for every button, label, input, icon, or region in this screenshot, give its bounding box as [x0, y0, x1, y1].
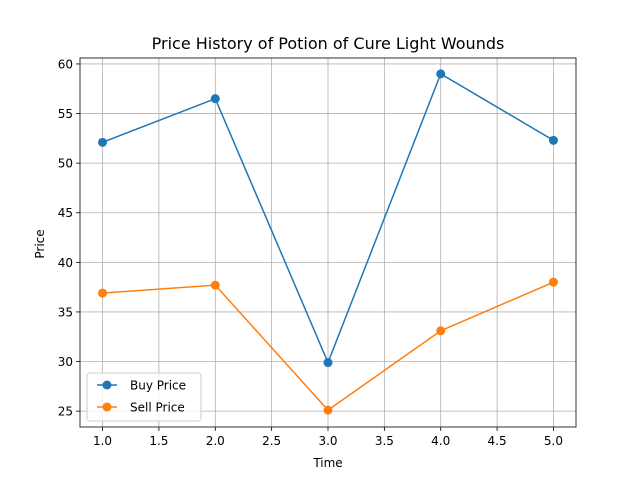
- x-tick-label: 3.5: [375, 434, 394, 448]
- data-point-buy-price: [436, 69, 446, 79]
- data-point-buy-price: [210, 94, 220, 104]
- y-tick-label: 30: [58, 355, 73, 369]
- y-tick-label: 35: [58, 305, 73, 319]
- y-axis-label: Price: [33, 229, 47, 258]
- data-point-buy-price: [323, 358, 333, 368]
- x-tick-label: 5.0: [544, 434, 563, 448]
- legend-label-sell-price: Sell Price: [130, 401, 185, 415]
- x-tick-label: 1.0: [93, 434, 112, 448]
- legend: Buy Price Sell Price: [86, 372, 202, 422]
- data-point-sell-price: [210, 280, 220, 290]
- x-axis: 1.0 1.5 2.0 2.5 3.0 3.5 4.0 4.5 5.0: [93, 427, 563, 448]
- y-tick-label: 55: [58, 107, 73, 121]
- data-point-sell-price: [548, 277, 558, 287]
- series-layer: [98, 69, 558, 415]
- data-point-sell-price: [98, 288, 108, 298]
- x-tick-label: 3.0: [318, 434, 337, 448]
- x-tick-label: 2.0: [206, 434, 225, 448]
- data-point-sell-price: [436, 326, 446, 336]
- y-tick-label: 45: [58, 206, 73, 220]
- data-point-buy-price: [548, 135, 558, 145]
- y-tick-label: 60: [58, 57, 73, 71]
- y-tick-label: 50: [58, 157, 73, 171]
- legend-label-buy-price: Buy Price: [130, 379, 186, 393]
- x-tick-label: 4.5: [488, 434, 507, 448]
- y-tick-label: 40: [58, 256, 73, 270]
- legend-marker-buy-price: [102, 380, 112, 390]
- chart-title: Price History of Potion of Cure Light Wo…: [152, 34, 505, 53]
- data-point-sell-price: [323, 405, 333, 415]
- grid: [80, 58, 576, 427]
- x-tick-label: 4.0: [431, 434, 450, 448]
- x-tick-label: 2.5: [262, 434, 281, 448]
- y-tick-label: 25: [58, 405, 73, 419]
- x-tick-label: 1.5: [149, 434, 168, 448]
- data-point-buy-price: [98, 137, 108, 147]
- y-axis: 25 30 35 40 45 50 55 60: [58, 57, 80, 419]
- legend-marker-sell-price: [102, 402, 112, 412]
- x-axis-label: Time: [312, 456, 342, 470]
